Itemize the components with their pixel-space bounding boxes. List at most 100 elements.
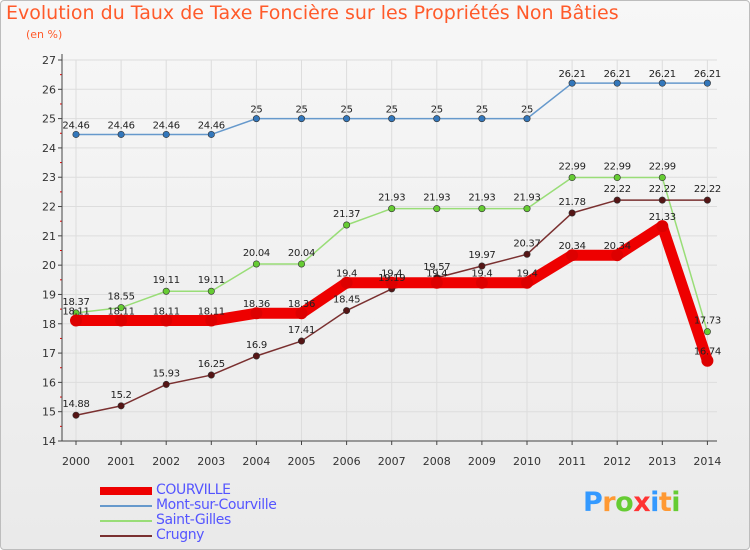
data-label: 22.99 <box>559 162 586 173</box>
legend-swatch-saint-gilles <box>100 520 152 522</box>
data-label: 26.21 <box>604 69 631 80</box>
data-label: 18.36 <box>288 299 315 310</box>
data-label: 25 <box>295 105 307 116</box>
data-point <box>343 307 351 315</box>
data-label: 18.37 <box>62 297 89 308</box>
x-tick-label: 2012 <box>603 455 631 468</box>
logo-letter: x <box>633 487 651 518</box>
data-point <box>430 276 443 289</box>
data-point <box>252 260 260 268</box>
x-tick-label: 2007 <box>378 455 406 468</box>
x-tick-label: 2002 <box>152 455 180 468</box>
x-tick-label: 2004 <box>242 455 270 468</box>
data-point <box>658 79 666 87</box>
data-point <box>385 276 398 289</box>
data-label: 16.25 <box>198 359 225 370</box>
data-label: 22.22 <box>604 184 631 195</box>
data-point <box>72 130 80 138</box>
data-point <box>613 174 621 182</box>
data-point <box>658 174 666 182</box>
data-point <box>523 250 531 258</box>
data-point <box>568 174 576 182</box>
x-tick-label: 2001 <box>107 455 135 468</box>
data-label: 26.21 <box>694 69 721 80</box>
y-tick-label: 24 <box>42 142 56 155</box>
data-point <box>433 205 441 213</box>
logo-letter: i <box>650 487 659 518</box>
data-label: 25 <box>476 105 488 116</box>
data-label: 15.2 <box>111 390 132 401</box>
x-tick-label: 2005 <box>288 455 316 468</box>
data-label: 20.34 <box>604 241 631 252</box>
data-label: 20.37 <box>513 238 540 249</box>
data-point <box>297 115 305 123</box>
data-label: 21.37 <box>333 209 360 220</box>
data-label: 19.19 <box>378 273 405 284</box>
data-point <box>297 337 305 345</box>
axes: 14 15 16 17 18 19 20 21 22 23 24 25 26 27 2000 2001 2002… <box>42 54 721 468</box>
data-label: 18.45 <box>333 295 360 306</box>
data-point <box>115 314 128 327</box>
data-point <box>613 79 621 87</box>
data-point <box>703 196 711 204</box>
data-label: 25 <box>431 105 443 116</box>
data-label: 25 <box>386 105 398 116</box>
data-point <box>343 115 351 123</box>
unit-label: (en %) <box>26 28 63 41</box>
y-tick-label: 18 <box>42 318 56 331</box>
data-point <box>117 130 125 138</box>
data-point <box>207 371 215 379</box>
proxiti-logo: Proxiti <box>583 487 681 518</box>
y-tick-label: 21 <box>42 230 56 243</box>
data-point <box>475 276 488 289</box>
data-point <box>658 196 666 204</box>
data-point <box>656 220 669 233</box>
data-label: 21.78 <box>559 197 586 208</box>
data-point <box>252 352 260 360</box>
data-label: 22.22 <box>649 184 676 195</box>
data-label: 19.97 <box>468 250 495 261</box>
legend-item-mont-sur-courville: Mont-sur-Courville <box>100 497 400 514</box>
data-label: 19.4 <box>426 269 447 280</box>
data-label: 26.21 <box>649 69 676 80</box>
data-label: 19.11 <box>153 275 180 286</box>
data-point <box>343 221 351 229</box>
data-label: 17.73 <box>694 316 721 327</box>
data-label: 21.33 <box>649 212 676 223</box>
data-label: 18.11 <box>198 307 225 318</box>
data-label: 21.93 <box>423 193 450 204</box>
data-point <box>340 276 353 289</box>
data-label: 22.22 <box>694 184 721 195</box>
y-tick-label: 23 <box>42 171 56 184</box>
x-tick-label: 2011 <box>558 455 586 468</box>
data-label: 24.46 <box>153 120 180 131</box>
data-label: 25 <box>341 105 353 116</box>
data-point <box>568 209 576 217</box>
data-point <box>478 115 486 123</box>
data-point <box>433 115 441 123</box>
data-point <box>162 287 170 295</box>
y-tick-label: 25 <box>42 113 56 126</box>
y-tick-label: 14 <box>42 435 56 448</box>
logo-letter: r <box>602 487 616 518</box>
data-label: 24.46 <box>198 120 225 131</box>
data-point <box>70 314 82 327</box>
data-point <box>160 314 173 327</box>
data-point <box>478 205 486 213</box>
data-point <box>117 402 125 410</box>
logo-letter: t <box>658 487 672 518</box>
data-point <box>162 380 170 388</box>
data-point <box>568 79 576 87</box>
data-point <box>613 196 621 204</box>
data-label: 26.21 <box>559 69 586 80</box>
data-label: 19.57 <box>423 262 450 273</box>
data-label: 18.36 <box>243 299 270 310</box>
data-label: 18.11 <box>153 307 180 318</box>
legend-label: COURVILLE <box>156 482 231 498</box>
y-tick-label: 22 <box>42 201 56 214</box>
data-point <box>117 304 125 312</box>
y-tick-label: 15 <box>42 406 56 419</box>
y-tick-label: 16 <box>42 376 56 389</box>
data-point <box>611 249 624 262</box>
